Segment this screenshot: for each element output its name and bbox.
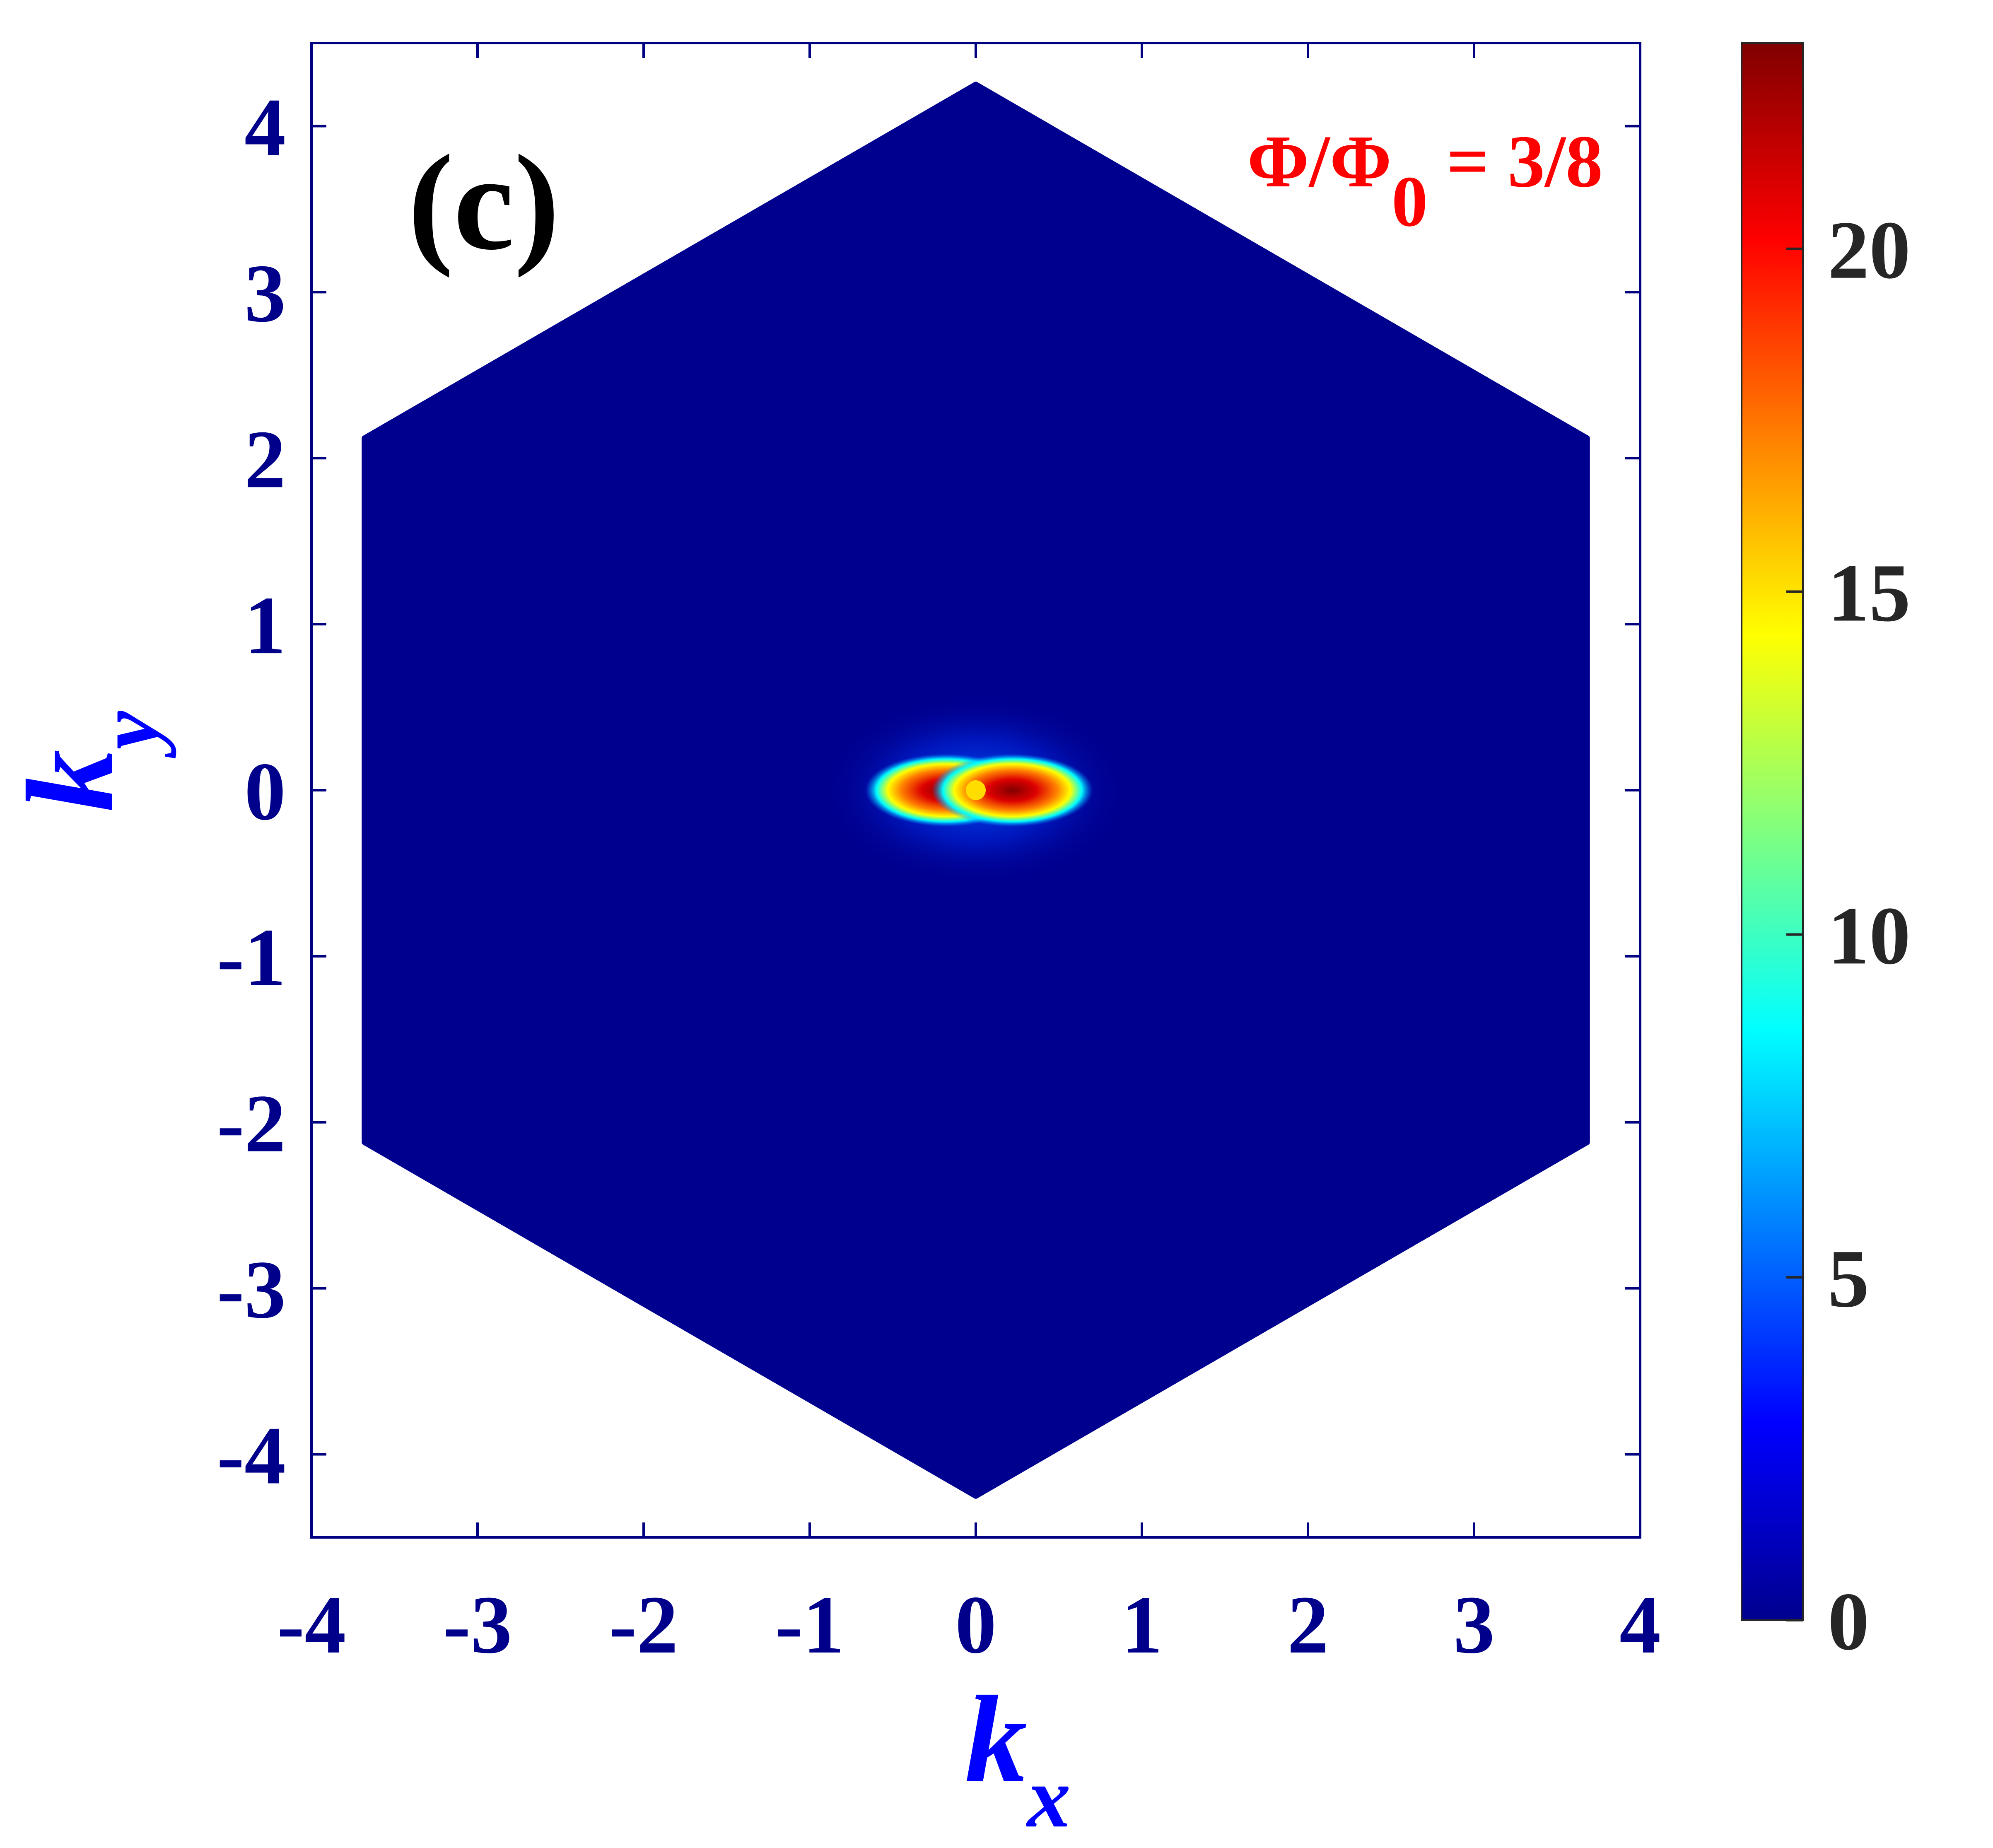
x-axis-label-subscript: x: [1026, 1749, 1071, 1846]
y-tick-label: -1: [217, 912, 286, 1004]
x-tick-label: -1: [775, 1579, 844, 1671]
colorbar: 0 5 10 15 20: [1741, 42, 1911, 1667]
colorbar-tick-label: 20: [1828, 205, 1911, 296]
y-tick-label: -4: [217, 1410, 286, 1502]
x-tick-label: -2: [609, 1579, 678, 1671]
colorbar-tick-label: 5: [1828, 1233, 1869, 1324]
y-tick-label: 2: [244, 414, 286, 505]
x-axis-label: kx: [965, 1670, 1071, 1846]
flux-annotation: Φ/Φ0 = 3/8: [1247, 120, 1603, 241]
y-axis-ticks: 4 3 2 1 0 -1 -2 -3 -4: [217, 82, 1640, 1502]
flux-annotation-value: = 3/8: [1428, 120, 1603, 203]
plot-area: -4 -3 -2 -1 0 1 2 3 4 4 3 2 1 0 -1 -2 -3 -4: [217, 42, 1661, 1671]
flux-annotation-main: Φ/Φ: [1247, 120, 1392, 203]
y-tick-label: 0: [244, 746, 286, 837]
x-tick-label: 2: [1287, 1579, 1329, 1671]
x-tick-label: 3: [1453, 1579, 1495, 1671]
x-tick-label: -4: [277, 1579, 346, 1671]
colorbar-ticks: 0 5 10 15 20: [1786, 205, 1911, 1667]
x-tick-label: -3: [443, 1579, 512, 1671]
x-tick-label: 1: [1121, 1579, 1163, 1671]
x-tick-label: 4: [1619, 1579, 1661, 1671]
flux-annotation-subscript: 0: [1392, 161, 1428, 241]
y-axis-label-main: k: [1, 750, 139, 812]
colorbar-tick-label: 0: [1828, 1576, 1869, 1667]
y-tick-label: -2: [217, 1078, 286, 1170]
feature-center-point: [966, 780, 986, 800]
y-tick-label: 3: [244, 248, 286, 339]
colorbar-tick-label: 10: [1828, 890, 1911, 982]
panel-label: (c): [408, 127, 560, 278]
y-tick-label: 4: [244, 82, 286, 173]
y-axis-label: ky: [1, 711, 176, 812]
colorbar-tick-label: 15: [1828, 548, 1911, 639]
y-tick-label: -3: [217, 1244, 286, 1336]
colorbar-gradient: [1741, 42, 1804, 1621]
y-tick-label: 1: [244, 580, 286, 671]
intensity-peak-feature: [823, 695, 1129, 885]
x-axis-ticks: -4 -3 -2 -1 0 1 2 3 4: [277, 43, 1661, 1671]
x-axis-label-main: k: [965, 1670, 1027, 1808]
feature-right-lobe: [931, 754, 1093, 827]
x-tick-label: 0: [955, 1579, 996, 1671]
